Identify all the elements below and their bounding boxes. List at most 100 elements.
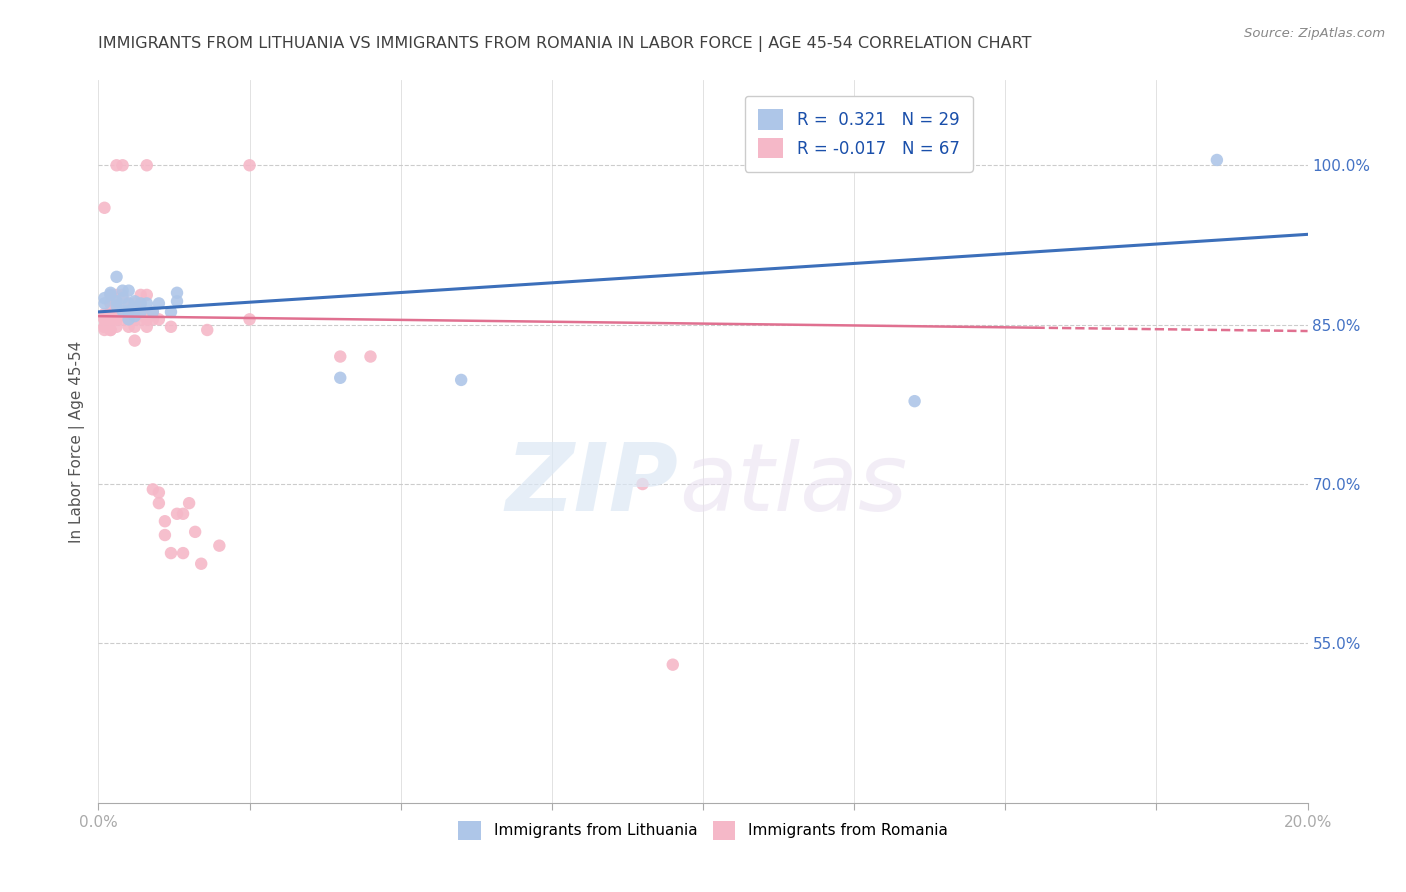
Point [93, 323, 115, 337]
Point [118, 305, 141, 319]
Point [105, 305, 128, 319]
Point [93, 319, 115, 334]
Point [329, 350, 352, 364]
Point [129, 296, 152, 310]
Point [239, 158, 262, 172]
Point [100, 305, 122, 319]
Point [93, 319, 115, 334]
Point [135, 312, 157, 326]
Point [135, 319, 157, 334]
Point [160, 305, 183, 319]
Point [166, 285, 188, 300]
Point [1206, 153, 1229, 167]
Point [105, 312, 128, 326]
Point [100, 288, 122, 302]
Point [129, 305, 152, 319]
Point [118, 312, 141, 326]
Text: Source: ZipAtlas.com: Source: ZipAtlas.com [1244, 27, 1385, 40]
Point [153, 528, 176, 542]
Point [142, 483, 165, 497]
Point [160, 319, 183, 334]
Point [661, 657, 683, 672]
Point [124, 334, 146, 348]
Point [100, 323, 122, 337]
Point [172, 507, 194, 521]
Point [129, 312, 152, 326]
Point [93, 291, 115, 305]
Point [118, 296, 141, 310]
Point [135, 296, 157, 310]
Point [124, 294, 146, 309]
Point [135, 158, 157, 172]
Point [329, 371, 352, 385]
Point [100, 323, 122, 337]
Point [195, 323, 218, 337]
Point [124, 309, 146, 323]
Point [100, 288, 122, 302]
Point [105, 288, 128, 302]
Point [93, 307, 115, 321]
Point [111, 291, 134, 305]
Point [124, 319, 146, 334]
Point [166, 294, 188, 309]
Point [904, 394, 927, 409]
Point [111, 312, 134, 326]
Point [153, 514, 176, 528]
Point [111, 288, 134, 302]
Point [93, 312, 115, 326]
Legend: Immigrants from Lithuania, Immigrants from Romania: Immigrants from Lithuania, Immigrants fr… [453, 815, 953, 846]
Point [148, 296, 170, 310]
Point [118, 319, 141, 334]
Point [93, 312, 115, 326]
Point [111, 303, 134, 318]
Point [118, 296, 141, 310]
Point [129, 288, 152, 302]
Point [100, 296, 122, 310]
Point [100, 305, 122, 319]
Point [208, 539, 231, 553]
Point [100, 296, 122, 310]
Y-axis label: In Labor Force | Age 45-54: In Labor Force | Age 45-54 [69, 341, 84, 542]
Point [105, 319, 128, 334]
Point [160, 546, 183, 560]
Point [190, 557, 212, 571]
Point [135, 288, 157, 302]
Point [124, 296, 146, 310]
Point [166, 507, 188, 521]
Point [93, 201, 115, 215]
Point [124, 312, 146, 326]
Point [105, 312, 128, 326]
Point [124, 301, 146, 316]
Point [111, 305, 134, 319]
Text: atlas: atlas [679, 440, 907, 531]
Point [105, 269, 128, 284]
Point [360, 350, 382, 364]
Point [142, 312, 165, 326]
Point [631, 477, 654, 491]
Text: ZIP: ZIP [506, 439, 679, 531]
Text: IMMIGRANTS FROM LITHUANIA VS IMMIGRANTS FROM ROMANIA IN LABOR FORCE | AGE 45-54 : IMMIGRANTS FROM LITHUANIA VS IMMIGRANTS … [98, 36, 1032, 52]
Point [118, 284, 141, 298]
Point [148, 485, 170, 500]
Point [118, 303, 141, 318]
Point [105, 296, 128, 310]
Point [142, 305, 165, 319]
Point [142, 305, 165, 319]
Point [148, 312, 170, 326]
Point [93, 296, 115, 310]
Point [129, 305, 152, 319]
Point [105, 294, 128, 309]
Point [450, 373, 472, 387]
Point [100, 285, 122, 300]
Point [118, 312, 141, 326]
Point [172, 546, 194, 560]
Point [111, 284, 134, 298]
Point [148, 496, 170, 510]
Point [129, 296, 152, 310]
Point [100, 312, 122, 326]
Point [105, 158, 128, 172]
Point [105, 299, 128, 313]
Point [111, 158, 134, 172]
Point [239, 312, 262, 326]
Point [184, 524, 207, 539]
